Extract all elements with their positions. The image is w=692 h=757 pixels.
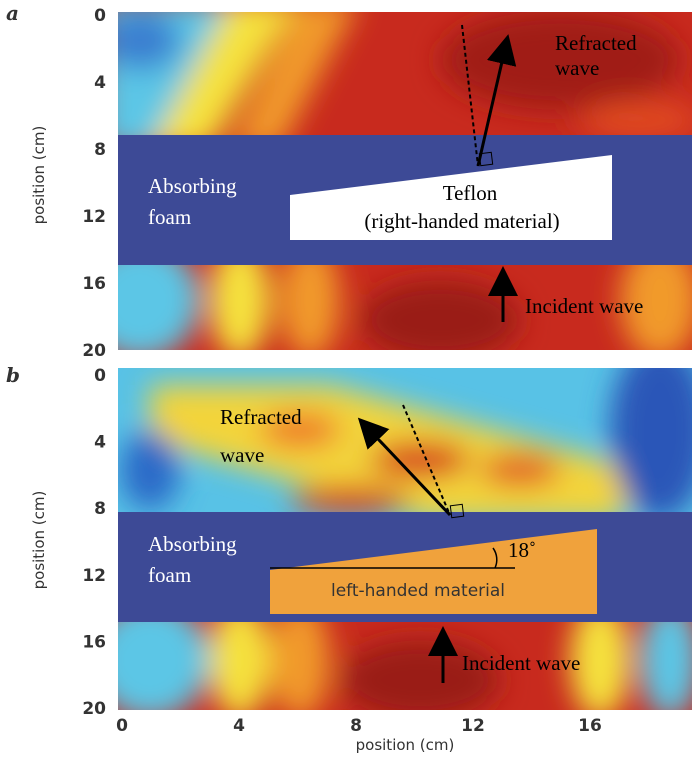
y-tick-label: 12 [82, 566, 106, 586]
panel-label: a [6, 1, 19, 25]
y-tick-label: 0 [94, 6, 106, 26]
figure: a b position (cm) position (cm) position… [0, 0, 692, 757]
annotation: (right-handed material) [364, 209, 559, 233]
y-tick-label: 20 [82, 699, 106, 719]
y-tick-label: 4 [94, 433, 106, 453]
annotation: Absorbing [148, 174, 237, 198]
x-tick-label: 0 [116, 716, 128, 736]
y-tick-label: 8 [94, 499, 106, 519]
x-tick-label: 16 [578, 716, 602, 736]
y-axis-label: position (cm) [30, 491, 48, 590]
annotation: 18˚ [508, 538, 536, 562]
annotation: Refracted [555, 31, 637, 55]
y-tick-label: 20 [82, 341, 106, 361]
annotation: Absorbing [148, 532, 237, 556]
annotation: foam [148, 205, 191, 229]
x-tick-label: 12 [461, 716, 485, 736]
y-tick-label: 16 [82, 632, 106, 652]
annotation: Incident wave [462, 651, 580, 675]
y-tick-label: 12 [82, 207, 106, 227]
annotation: wave [220, 443, 264, 467]
x-tick-label: 8 [350, 716, 362, 736]
panel-label: b [6, 363, 20, 387]
x-axis-label: position (cm) [356, 736, 455, 754]
y-tick-label: 8 [94, 140, 106, 160]
annotation: foam [148, 563, 191, 587]
y-tick-label: 4 [94, 73, 106, 93]
field-map [118, 340, 692, 520]
annotation: Teflon [443, 181, 498, 205]
annotation: left-handed material [331, 581, 505, 601]
annotation: Refracted [220, 405, 302, 429]
y-tick-label: 16 [82, 274, 106, 294]
y-axis-label: position (cm) [30, 126, 48, 225]
field-map [100, 0, 692, 150]
y-tick-label: 0 [94, 366, 106, 386]
x-tick-label: 4 [233, 716, 245, 736]
annotation: Incident wave [525, 294, 643, 318]
annotation: wave [555, 56, 599, 80]
